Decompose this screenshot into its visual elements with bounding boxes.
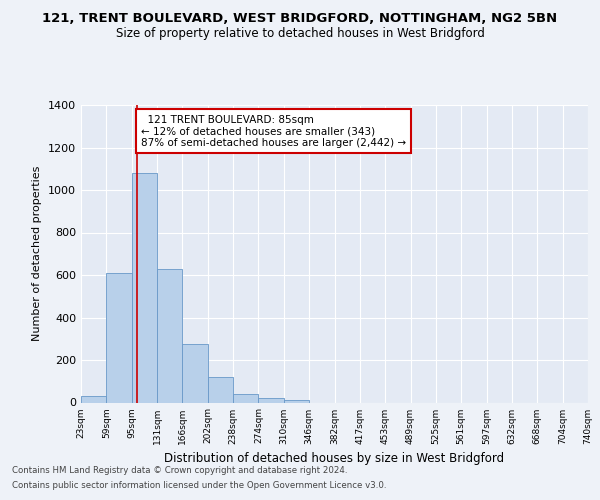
Bar	[182, 344, 208, 403]
Bar	[233, 394, 259, 402]
Bar	[106, 273, 132, 402]
Y-axis label: Number of detached properties: Number of detached properties	[32, 166, 43, 342]
Text: Contains HM Land Registry data © Crown copyright and database right 2024.: Contains HM Land Registry data © Crown c…	[12, 466, 347, 475]
Text: Size of property relative to detached houses in West Bridgford: Size of property relative to detached ho…	[116, 28, 484, 40]
Bar	[208, 377, 233, 402]
Text: Contains public sector information licensed under the Open Government Licence v3: Contains public sector information licen…	[12, 481, 386, 490]
X-axis label: Distribution of detached houses by size in West Bridgford: Distribution of detached houses by size …	[164, 452, 505, 465]
Bar	[81, 396, 106, 402]
Text: 121, TRENT BOULEVARD, WEST BRIDGFORD, NOTTINGHAM, NG2 5BN: 121, TRENT BOULEVARD, WEST BRIDGFORD, NO…	[43, 12, 557, 26]
Bar	[157, 268, 182, 402]
Bar	[259, 398, 284, 402]
Bar	[132, 173, 157, 402]
Bar	[284, 400, 309, 402]
Text: 121 TRENT BOULEVARD: 85sqm  
← 12% of detached houses are smaller (343)
87% of s: 121 TRENT BOULEVARD: 85sqm ← 12% of deta…	[141, 114, 406, 148]
